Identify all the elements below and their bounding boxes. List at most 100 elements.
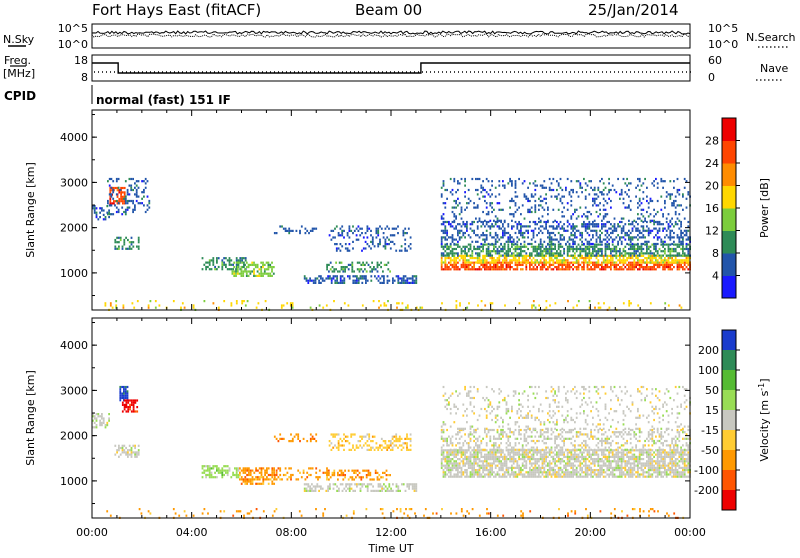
heat-cell bbox=[516, 255, 518, 257]
heat-cell bbox=[264, 472, 266, 474]
heat-cell bbox=[241, 302, 243, 304]
heat-cell bbox=[109, 178, 111, 180]
heat-cell bbox=[468, 462, 470, 464]
heat-cell bbox=[579, 232, 581, 234]
heat-cell bbox=[567, 460, 569, 462]
heat-cell bbox=[290, 230, 292, 232]
heat-cell bbox=[515, 454, 517, 456]
heat-cell bbox=[209, 472, 211, 474]
heat-cell bbox=[513, 454, 515, 456]
heat-cell bbox=[390, 247, 392, 249]
heat-cell bbox=[375, 268, 377, 270]
heat-cell bbox=[314, 438, 316, 440]
heat-cell bbox=[504, 454, 506, 456]
heat-cell bbox=[633, 255, 635, 257]
heat-cell bbox=[588, 451, 590, 453]
heat-cell bbox=[666, 255, 668, 257]
heat-cell bbox=[680, 236, 682, 238]
heat-cell bbox=[666, 264, 668, 266]
heat-cell bbox=[369, 266, 371, 268]
heat-cell bbox=[597, 449, 599, 451]
heat-cell bbox=[497, 458, 499, 460]
heat-cell bbox=[507, 225, 509, 227]
heat-cell bbox=[242, 275, 244, 277]
heat-cell bbox=[491, 236, 493, 238]
heat-cell bbox=[448, 471, 450, 473]
heat-cell bbox=[605, 246, 607, 248]
heat-cell bbox=[315, 488, 317, 490]
heat-cell bbox=[578, 266, 580, 268]
heat-cell bbox=[322, 277, 324, 279]
heat-cell bbox=[388, 440, 390, 442]
heat-cell bbox=[471, 252, 473, 254]
heat-cell bbox=[386, 264, 388, 266]
heat-cell bbox=[262, 262, 264, 264]
heat-cell bbox=[585, 230, 587, 232]
heat-cell bbox=[452, 451, 454, 453]
heat-cell bbox=[457, 458, 459, 460]
heat-cell bbox=[285, 474, 287, 476]
heat-cell bbox=[354, 282, 356, 284]
heat-cell bbox=[377, 447, 379, 449]
heat-cell bbox=[563, 259, 565, 261]
heat-cell bbox=[579, 456, 581, 458]
heat-cell bbox=[473, 262, 475, 264]
heat-cell bbox=[351, 483, 353, 485]
heat-cell bbox=[621, 191, 623, 193]
heat-cell bbox=[669, 239, 671, 241]
heat-cell bbox=[540, 451, 542, 453]
heat-cell bbox=[525, 261, 527, 263]
heat-cell bbox=[547, 456, 549, 458]
heat-cell bbox=[216, 476, 218, 478]
heat-cell bbox=[509, 241, 511, 243]
heat-cell bbox=[127, 454, 129, 456]
heat-cell bbox=[639, 178, 641, 180]
heat-cell bbox=[444, 244, 446, 246]
heat-cell bbox=[538, 246, 540, 248]
heat-cell bbox=[509, 213, 511, 215]
heat-cell bbox=[531, 211, 533, 213]
heat-cell bbox=[673, 259, 675, 261]
heat-cell bbox=[531, 196, 533, 198]
heat-cell bbox=[511, 266, 513, 268]
heat-cell bbox=[480, 473, 482, 475]
heat-cell bbox=[675, 250, 677, 252]
heat-cell bbox=[513, 215, 515, 217]
heat-cell bbox=[588, 234, 590, 236]
heat-cell bbox=[572, 261, 574, 263]
heat-cell bbox=[592, 189, 594, 191]
heat-cell bbox=[506, 262, 508, 264]
heat-cell bbox=[596, 458, 598, 460]
heat-cell bbox=[504, 456, 506, 458]
heat-cell bbox=[630, 244, 632, 246]
heat-cell bbox=[334, 444, 336, 446]
heat-cell bbox=[246, 266, 248, 268]
heat-cell bbox=[248, 275, 250, 277]
heat-cell bbox=[462, 462, 464, 464]
heat-cell bbox=[675, 207, 677, 209]
heat-cell bbox=[352, 275, 354, 277]
heat-cell bbox=[333, 270, 335, 272]
heat-cell bbox=[677, 223, 679, 225]
freq-unit-label: [MHz] bbox=[3, 67, 35, 80]
heat-cell bbox=[482, 460, 484, 462]
heat-cell bbox=[567, 230, 569, 232]
heat-cell bbox=[513, 259, 515, 261]
heat-cell bbox=[223, 300, 225, 302]
heat-cell bbox=[603, 451, 605, 453]
heat-cell bbox=[220, 470, 222, 472]
heat-cell bbox=[114, 241, 116, 243]
heat-cell bbox=[614, 230, 616, 232]
heat-cell bbox=[421, 307, 423, 309]
heat-cell bbox=[597, 204, 599, 206]
heat-cell bbox=[482, 250, 484, 252]
heat-cell bbox=[477, 454, 479, 456]
heat-cell bbox=[498, 239, 500, 241]
heat-cell bbox=[515, 221, 517, 223]
heat-cell bbox=[244, 481, 246, 483]
heat-cell bbox=[443, 180, 445, 182]
heat-cell bbox=[525, 460, 527, 462]
heat-cell bbox=[371, 262, 373, 264]
heat-cell bbox=[473, 451, 475, 453]
heat-cell bbox=[527, 243, 529, 245]
